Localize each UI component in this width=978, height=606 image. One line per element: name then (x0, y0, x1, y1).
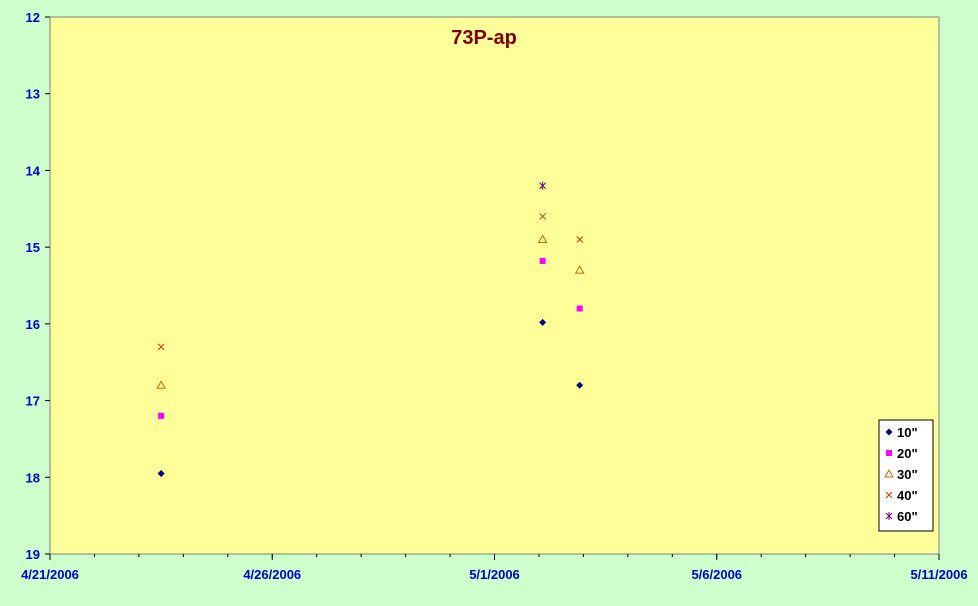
diamond-marker (157, 469, 165, 477)
y-tick-label: 15 (26, 240, 40, 255)
data-point-series-1 (157, 469, 165, 477)
legend-label: 30" (897, 467, 918, 482)
legend-marker-1 (885, 428, 893, 436)
star-marker (885, 512, 893, 520)
legend-label: 20" (897, 446, 918, 461)
y-tick-label: 17 (26, 394, 40, 409)
y-tick-label: 19 (26, 547, 40, 562)
data-point-series-1 (576, 381, 584, 389)
x-tick-label: 5/6/2006 (691, 567, 742, 582)
triangle-marker (537, 234, 548, 243)
legend-label: 10" (897, 425, 918, 440)
x-marker (157, 343, 165, 351)
data-point-series-1 (539, 318, 547, 326)
legend-box (878, 419, 934, 532)
data-point-series-4 (576, 236, 584, 243)
y-tick-label: 16 (26, 317, 40, 332)
data-point-series-5 (539, 181, 547, 190)
x-tick-label: 4/26/2006 (243, 567, 301, 582)
x-tick-label: 4/21/2006 (21, 567, 79, 582)
data-point-series-2 (158, 412, 165, 419)
x-marker (885, 491, 893, 499)
axes: 12 13 14 15 16 17 18 19 4/21/2006 4/26/2006 5/1/20… (21, 10, 967, 582)
square-marker (886, 450, 892, 456)
legend-marker-5 (885, 512, 893, 520)
data-point-series-2 (539, 257, 546, 264)
legend-label: 40" (897, 488, 918, 503)
chart-title: 73P-ap (451, 27, 517, 49)
triangle-marker (574, 265, 585, 274)
legend-label: 60" (897, 509, 918, 524)
triangle-marker (884, 468, 894, 478)
y-tick-label: 12 (26, 10, 40, 25)
data-point-series-2 (576, 305, 583, 312)
legend-marker-3 (884, 468, 894, 478)
star-marker (539, 181, 547, 190)
data-point-series-4 (157, 343, 165, 351)
x-marker (539, 213, 547, 220)
triangle-marker (156, 380, 166, 389)
plot-area (49, 16, 940, 555)
y-tick-label: 14 (26, 163, 41, 178)
y-tick-label: 13 (26, 87, 40, 102)
x-tick-label: 5/11/2006 (910, 567, 967, 582)
legend-marker-4 (885, 491, 893, 499)
square-marker (539, 257, 546, 264)
x-marker (576, 236, 584, 243)
data-point-series-4 (539, 213, 547, 220)
legend-marker-2 (886, 450, 892, 456)
diamond-marker (885, 428, 893, 436)
y-tick-label: 18 (26, 470, 40, 485)
diamond-marker (576, 381, 584, 389)
data-point-series-3 (574, 265, 585, 274)
x-tick-label: 5/1/2006 (469, 567, 520, 582)
data-point-series-3 (156, 380, 166, 389)
data-points (156, 181, 585, 477)
data-point-series-3 (537, 234, 548, 243)
square-marker (576, 305, 583, 312)
diamond-marker (539, 318, 547, 326)
legend: 10" 20" 30" 40" 60" (878, 419, 934, 532)
square-marker (158, 412, 165, 419)
